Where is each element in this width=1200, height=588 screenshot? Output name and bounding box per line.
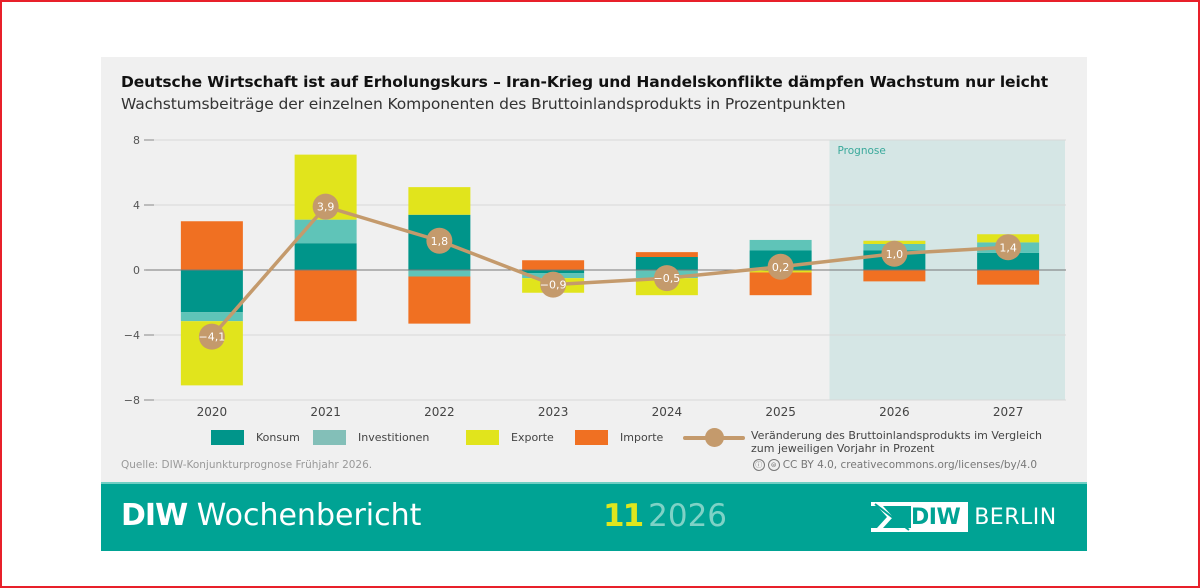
brand-diw: DIW xyxy=(121,498,188,533)
legend-line-marker xyxy=(683,428,745,447)
legend-label-gdp-line1: Veränderung des Bruttoinlandsprodukts im… xyxy=(751,429,1043,442)
gdp-point-2023 xyxy=(540,271,567,298)
bar-konsum-2021 xyxy=(294,243,357,270)
bar-investitionen-2025 xyxy=(749,239,812,251)
x-tick-label: 2024 xyxy=(652,405,683,419)
legend-swatch-investitionen xyxy=(313,430,346,445)
gdp-line xyxy=(210,204,1009,338)
y-tick-label: 0 xyxy=(133,264,140,277)
gdp-point-2020 xyxy=(198,323,225,350)
x-tick-label: 2025 xyxy=(765,405,796,419)
bar-importe-2020 xyxy=(180,221,243,270)
y-tick-label: −8 xyxy=(124,394,140,407)
brand-wochenbericht: Wochenbericht xyxy=(196,498,422,533)
bar-exporte-2022 xyxy=(408,187,471,215)
issue-year: 2026 xyxy=(648,498,728,534)
legend-label-investitionen: Investitionen xyxy=(358,431,430,444)
chart-card: Deutsche Wirtschaft ist auf Erholungskur… xyxy=(101,57,1087,482)
license-text: CC BY 4.0, creativecommons.org/licenses/… xyxy=(782,459,1037,471)
bar-importe-2023 xyxy=(522,260,585,270)
stacked-bar-chart: Prognose 8 4 0 −4 −8 2020 2021 2022 2023 2024 2025 2… xyxy=(124,134,1066,419)
diw-berlin-logo: DIW BERLIN xyxy=(871,500,1057,534)
legend-dot-icon xyxy=(705,428,724,447)
gdp-point-label: 1,4 xyxy=(999,241,1017,254)
gdp-point-label: 1,0 xyxy=(886,248,904,261)
issue-number: 11 xyxy=(603,498,644,534)
gdp-point-label: 1,8 xyxy=(431,235,449,248)
x-tick-label: 2022 xyxy=(424,405,455,419)
bar-konsum-2020 xyxy=(180,270,243,313)
legend: Konsum Investitionen Exporte Importe Ver… xyxy=(101,426,1087,466)
y-tick-label: −4 xyxy=(124,329,140,342)
legend-swatch-importe xyxy=(575,430,608,445)
gdp-point-2022 xyxy=(426,227,453,254)
y-tick-label: 8 xyxy=(133,134,140,147)
bar-importe-2026 xyxy=(863,270,926,282)
gdp-point-2026 xyxy=(881,240,908,267)
y-tick-label: 4 xyxy=(133,199,140,212)
bar-konsum-2024 xyxy=(635,257,698,270)
diw-logo-mark-icon xyxy=(871,502,911,532)
legend-label-exporte: Exporte xyxy=(511,431,554,444)
legend-swatch-konsum xyxy=(211,430,244,445)
bar-investitionen-2022 xyxy=(408,270,471,277)
x-tick-label: 2027 xyxy=(993,405,1024,419)
legend-swatch-exporte xyxy=(466,430,499,445)
issue-info: 11 2026 xyxy=(603,498,727,534)
bar-importe-2025 xyxy=(749,272,812,296)
source-note: Quelle: DIW-Konjunkturprognose Frühjahr … xyxy=(121,459,373,471)
x-tick-label: 2023 xyxy=(538,405,569,419)
gdp-point-2027 xyxy=(995,234,1022,261)
x-tick-label: 2020 xyxy=(197,405,228,419)
x-tick-label: 2021 xyxy=(310,405,341,419)
gdp-point-label: 0,2 xyxy=(772,261,790,274)
chart-subtitle: Wachstumsbeiträge der einzelnen Komponen… xyxy=(121,95,846,113)
bar-importe-2022 xyxy=(408,276,471,324)
publication-name: DIW Wochenbericht xyxy=(121,498,421,533)
cc-icon: ⊜ xyxy=(767,459,780,471)
gdp-point-label: −0,9 xyxy=(540,279,567,292)
legend-label-importe: Importe xyxy=(620,431,664,444)
logo-box: DIW xyxy=(871,502,969,532)
legend-item-konsum: Konsum xyxy=(211,430,300,445)
forecast-label: Prognose xyxy=(838,145,886,157)
cc-by-icon: ⓘ xyxy=(752,459,765,471)
logo-diw-text: DIW xyxy=(911,504,961,530)
legend-label-gdp: Veränderung des Bruttoinlandsprodukts im… xyxy=(751,429,1042,455)
gdp-point-label: −4,1 xyxy=(199,331,226,344)
bar-importe-2021 xyxy=(294,270,357,322)
publication-banner: DIW Wochenbericht 11 2026 DIW BERLIN xyxy=(101,482,1087,551)
legend-label-konsum: Konsum xyxy=(256,431,300,444)
gdp-point-2024 xyxy=(653,265,680,292)
bar-investitionen-2020 xyxy=(180,312,243,322)
logo-berlin-text: BERLIN xyxy=(974,504,1057,530)
legend-item-investitionen: Investitionen xyxy=(313,430,429,445)
legend-item-exporte: Exporte xyxy=(466,430,554,445)
x-tick-label: 2026 xyxy=(879,405,910,419)
legend-item-importe: Importe xyxy=(575,430,663,445)
legend-label-gdp-line2: zum jeweiligen Vorjahr in Prozent xyxy=(751,442,935,455)
bar-konsum-2027 xyxy=(977,252,1040,270)
gdp-point-label: 3,9 xyxy=(317,201,335,214)
gdp-point-2025 xyxy=(767,253,794,280)
license-note: ⓘ ⊜ CC BY 4.0, creativecommons.org/licen… xyxy=(752,459,1037,471)
chart-title: Deutsche Wirtschaft ist auf Erholungskur… xyxy=(121,73,1049,91)
gdp-point-label: −0,5 xyxy=(654,272,681,285)
gdp-point-2021 xyxy=(312,193,339,220)
bar-importe-2024 xyxy=(635,252,698,257)
bar-importe-2027 xyxy=(977,270,1040,285)
